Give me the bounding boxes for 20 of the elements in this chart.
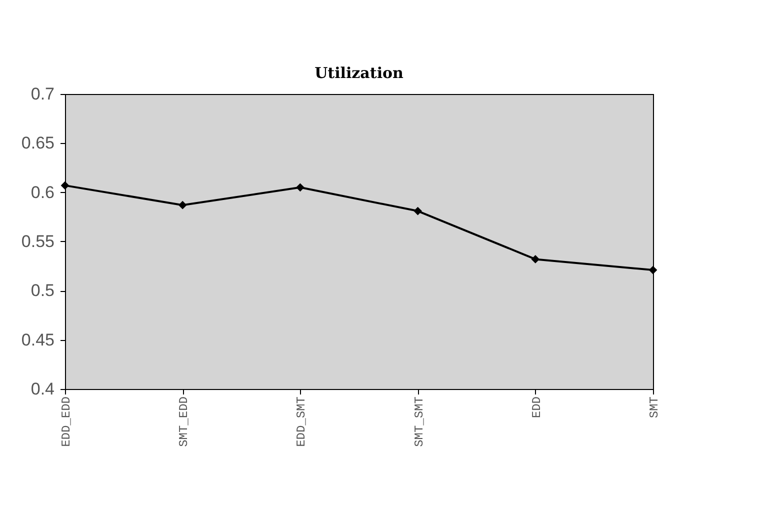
x-tick-label: SMT_SMT bbox=[412, 396, 426, 447]
x-tick-label: SMT_EDD bbox=[177, 396, 192, 447]
point bbox=[178, 200, 187, 210]
y-tick-label: 0.45 bbox=[21, 330, 54, 350]
x-tick-label: SMT bbox=[648, 396, 662, 418]
point bbox=[414, 206, 422, 216]
y-tick-label: 0.6 bbox=[30, 182, 54, 202]
x-tick-label: EDD_EDD bbox=[60, 396, 74, 447]
y-tick-label: 0.5 bbox=[30, 281, 54, 300]
chart-title: Utilization bbox=[314, 64, 404, 82]
y-tick-label: 0.4 bbox=[30, 380, 54, 398]
y-tick-label: 0.7 bbox=[30, 84, 54, 104]
point bbox=[648, 266, 658, 274]
y-tick-label: 0.55 bbox=[21, 232, 54, 251]
point bbox=[60, 181, 70, 190]
x-tick-label: EDD_SMT bbox=[294, 396, 309, 447]
x-tick-label: EDD bbox=[530, 396, 544, 418]
y-tick-label: 0.65 bbox=[21, 134, 54, 153]
point bbox=[296, 183, 304, 192]
point bbox=[531, 255, 540, 264]
